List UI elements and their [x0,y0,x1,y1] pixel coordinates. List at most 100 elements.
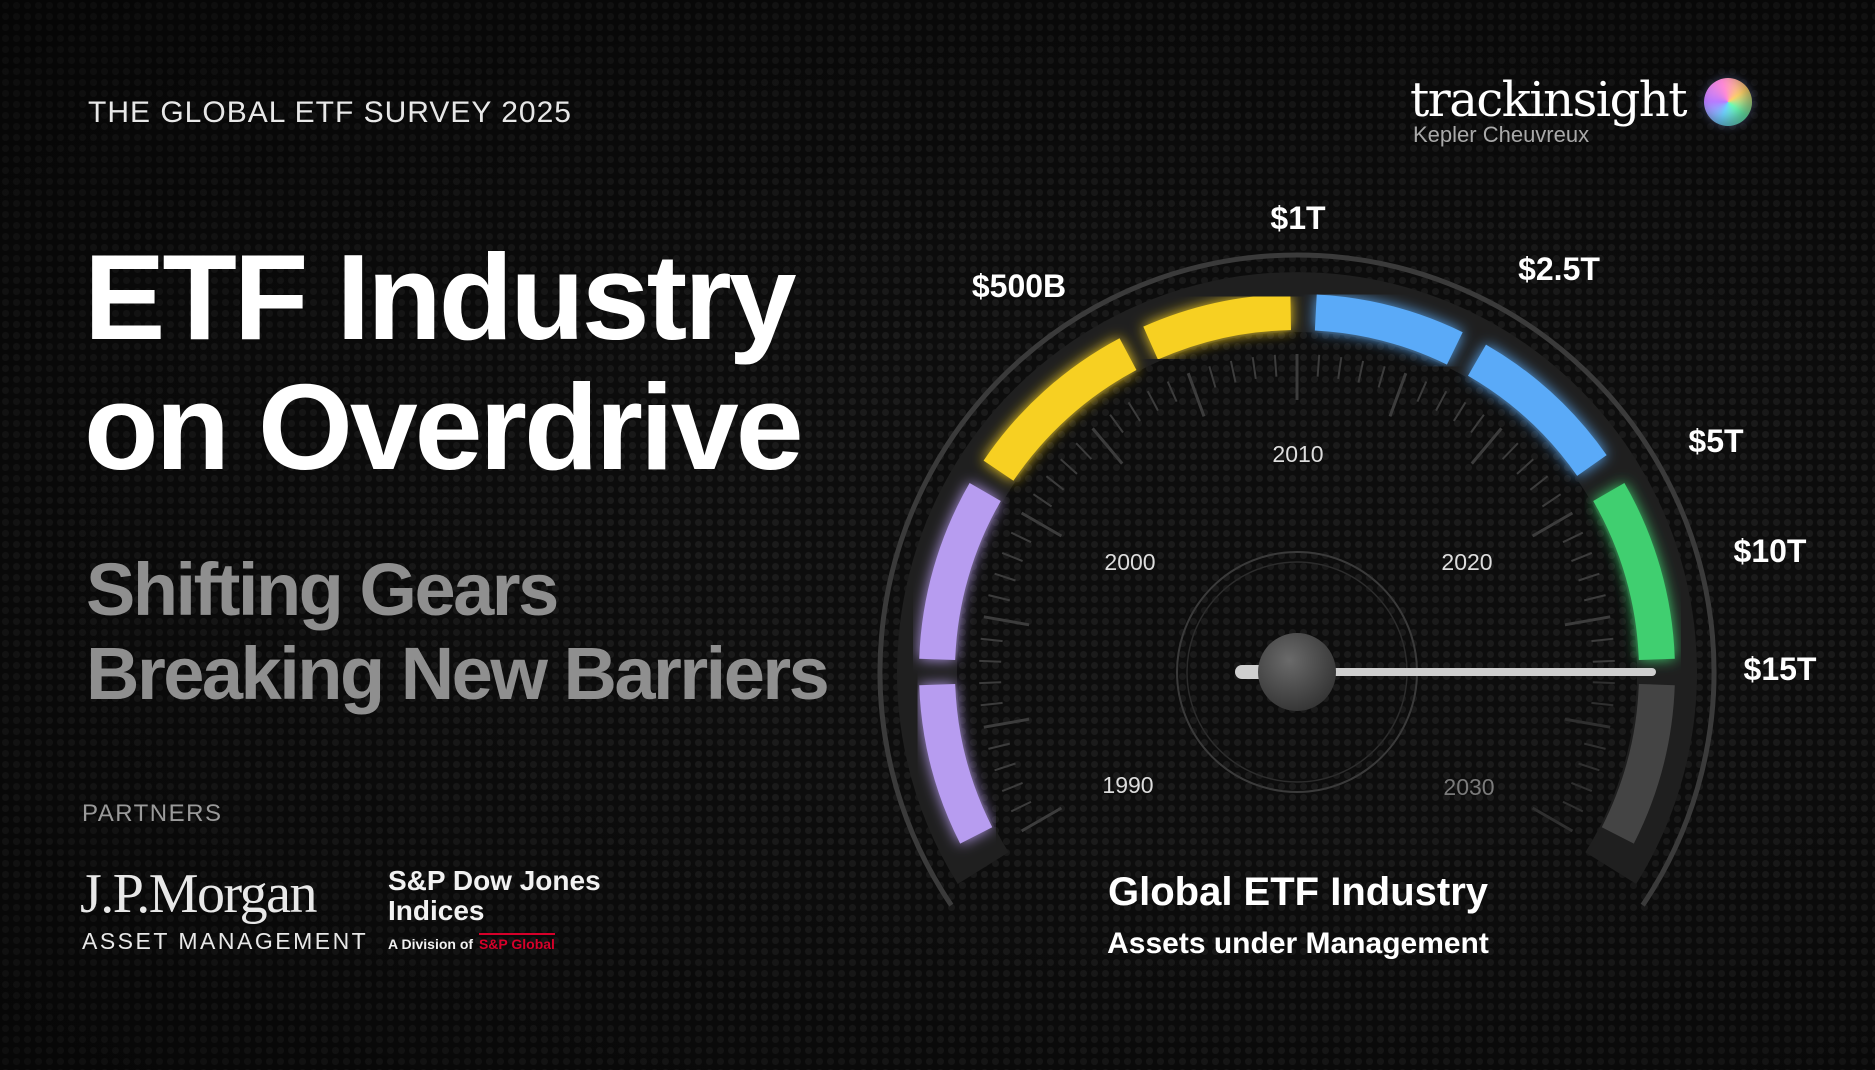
sp-global-logo: S&P Global [478,933,555,952]
gauge-tick [1564,717,1611,729]
gauge-tick [1001,551,1023,563]
value-label-2-5t: $2.5T [1518,251,1600,287]
gauge-ticks [979,354,1615,833]
jpmorgan-logo: J.P.Morgan [80,863,318,925]
gauge-tick [1591,637,1614,643]
gauge-segment-purple-1 [919,683,993,844]
gauge-caption-subtitle: Assets under Management [1107,927,1489,960]
gauge-outer-rim [877,252,1717,907]
headline-line-2: on Overdrive [84,359,804,495]
gauge-segment-yellow-2 [1143,294,1292,360]
gauge-tick [1075,442,1093,460]
trackinsight-orb-icon [1704,78,1752,126]
gauge-segment-yellow-1 [983,338,1137,481]
gauge-tick [1020,806,1063,833]
gauge-tick [1564,615,1611,627]
gauge-tick [1516,458,1534,475]
gauge-tick [1416,381,1428,403]
value-label-15t: $15T [1744,651,1817,687]
gauge-tick [1032,493,1053,508]
spdji-logo-line-2: Indices [388,895,485,926]
gauge-tick [979,681,1002,685]
gauge-tick [1273,354,1278,377]
subhead-line-1: Shifting Gears [86,548,559,631]
headline: ETF Industry on Overdrive [84,232,804,495]
gauge-tick [1583,594,1606,602]
gauge-tick [1091,427,1124,465]
gauge-tick [1562,800,1584,813]
gauge-tick [1541,493,1562,508]
gauge-tick [1146,390,1159,412]
needle-hub [1258,633,1336,711]
gauge-tick [1388,372,1408,417]
gauge-tick [1562,531,1584,544]
gauge-tick [1435,390,1448,412]
year-label-2010: 2010 [1272,441,1323,467]
subheadline: Shifting Gears Breaking New Barriers [86,548,830,716]
gauge-tick [1060,458,1078,475]
gauge-tick [983,717,1030,729]
gauge-segment-green [1593,483,1675,661]
gauge-tick [1127,401,1141,422]
gauge-segments [919,294,1675,844]
gauge-tick [1592,659,1615,663]
gauge-tick [988,742,1011,750]
gauge-segment-inactive [1601,683,1675,844]
year-label-2030: 2030 [1443,774,1494,800]
gauge-tick [979,659,1002,663]
gauge-tick [980,637,1003,643]
gauge-tick [1470,427,1503,465]
gauge-tick [1531,806,1574,833]
spdji-division-prefix: A Division of [388,936,474,952]
gauge-tick [980,701,1003,707]
gauge-segment-blue-2 [1467,344,1607,477]
gauge-tick [1251,356,1257,380]
gauge-tick [1208,366,1217,388]
gauge-tick [1501,442,1519,460]
gauge-tick [1377,366,1386,388]
gauge-tick [1001,781,1023,793]
survey-title: THE GLOBAL ETF SURVEY 2025 [88,96,572,129]
value-label-5t: $5T [1688,423,1744,459]
gauge-tick [1010,800,1032,813]
spdji-logo-line-1: S&P Dow Jones [388,865,601,896]
gauge-tick [1010,531,1032,544]
value-label-500b: $500B [972,268,1066,304]
jpmorgan-logo-subtitle: ASSET MANAGEMENT [82,928,369,954]
gauge-tick [1337,356,1343,380]
gauge-tick [983,615,1030,627]
gauge-tick [1229,360,1237,383]
gauge-tick [994,762,1016,772]
gauge-caption-title: Global ETF Industry [1108,870,1489,914]
gauge-tick [1109,414,1124,434]
gauge-segment-purple-2 [919,483,1001,661]
partners-label: PARTNERS [82,800,223,827]
gauge-tick [1316,354,1321,377]
gauge-tick [1578,572,1600,582]
gauge-needle [1235,633,1656,711]
kepler-cheuvreux-label: Kepler Cheuvreux [1413,122,1590,147]
gauge-tick [1357,360,1365,383]
gauge-tick [1531,511,1574,538]
gauge-tick [994,572,1016,582]
value-label-10t: $10T [1734,533,1807,569]
gauge-tick [1020,511,1063,538]
gauge-tick [1186,372,1206,417]
gauge-tick [1045,475,1065,491]
gauge-segment-blue-1 [1314,294,1463,365]
year-label-2020: 2020 [1441,549,1492,575]
spdji-division: A Division of S&P Global [388,933,555,952]
gauge-tick [1591,701,1614,707]
year-label-1990: 1990 [1102,772,1153,798]
gauge-tick [1583,742,1606,750]
gauge-tick [1571,551,1593,563]
gauge-tick [1571,781,1593,793]
gauge-tick [1578,762,1600,772]
gauge-tick [1529,475,1549,491]
gauge-tick [1453,401,1467,422]
gauge-tick [1166,381,1178,403]
gauge-tick [988,594,1011,602]
gauge-tick [1592,681,1615,685]
subhead-line-2: Breaking New Barriers [86,632,830,715]
